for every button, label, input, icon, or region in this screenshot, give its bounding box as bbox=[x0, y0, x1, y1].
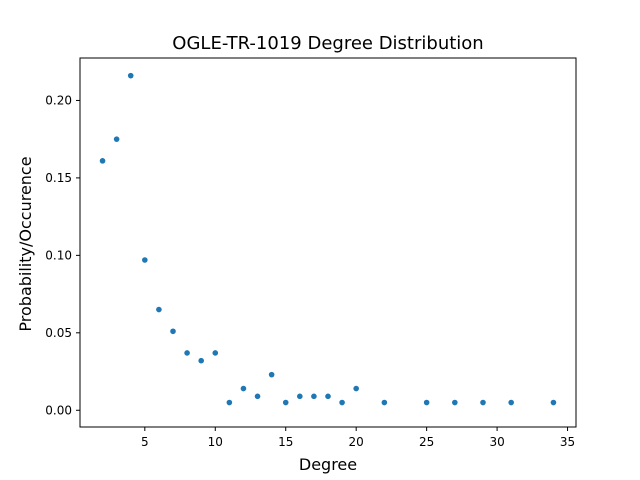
data-point bbox=[184, 350, 190, 356]
y-tick-label: 0.00 bbox=[45, 403, 72, 417]
chart-title: OGLE-TR-1019 Degree Distribution bbox=[172, 33, 483, 54]
data-point bbox=[325, 393, 331, 400]
data-point bbox=[113, 136, 120, 142]
data-point bbox=[142, 257, 148, 263]
x-tick-label: 10 bbox=[208, 435, 223, 449]
y-tick-label: 0.20 bbox=[45, 93, 72, 107]
data-point bbox=[353, 385, 359, 392]
y-tick-label: 0.05 bbox=[45, 326, 72, 340]
data-point bbox=[452, 399, 458, 406]
data-point bbox=[480, 399, 486, 406]
data-point bbox=[339, 399, 345, 406]
axes-frame bbox=[79, 57, 577, 428]
data-point bbox=[268, 371, 275, 378]
plot-area: 5 10 15 20 25 30 35 0.00 0.05 0.10 0.15 0.20 bbox=[45, 57, 577, 449]
data-point bbox=[381, 399, 388, 406]
x-tick-label: 15 bbox=[278, 435, 293, 449]
data-point bbox=[254, 393, 261, 400]
data-point bbox=[127, 72, 134, 79]
x-tick-label: 35 bbox=[560, 435, 575, 449]
y-axis-label: Probability/Occurence bbox=[16, 156, 35, 331]
data-point bbox=[226, 399, 233, 406]
data-point bbox=[550, 399, 557, 406]
y-tick-label: 0.15 bbox=[45, 171, 72, 185]
data-point bbox=[297, 393, 303, 400]
data-point bbox=[99, 158, 106, 164]
x-tick-label: 25 bbox=[419, 435, 434, 449]
data-point bbox=[156, 306, 162, 313]
data-point bbox=[282, 399, 289, 406]
y-tick-label: 0.10 bbox=[45, 248, 72, 262]
data-point bbox=[240, 385, 247, 392]
data-point bbox=[198, 357, 204, 364]
data-point bbox=[508, 399, 514, 406]
data-point bbox=[423, 399, 430, 406]
data-point bbox=[170, 328, 176, 335]
data-point bbox=[311, 393, 317, 400]
x-axis-label: Degree bbox=[299, 455, 357, 474]
x-tick-label: 5 bbox=[141, 435, 149, 449]
data-point bbox=[212, 350, 219, 356]
x-tick-label: 30 bbox=[489, 435, 504, 449]
x-tick-label: 20 bbox=[349, 435, 364, 449]
